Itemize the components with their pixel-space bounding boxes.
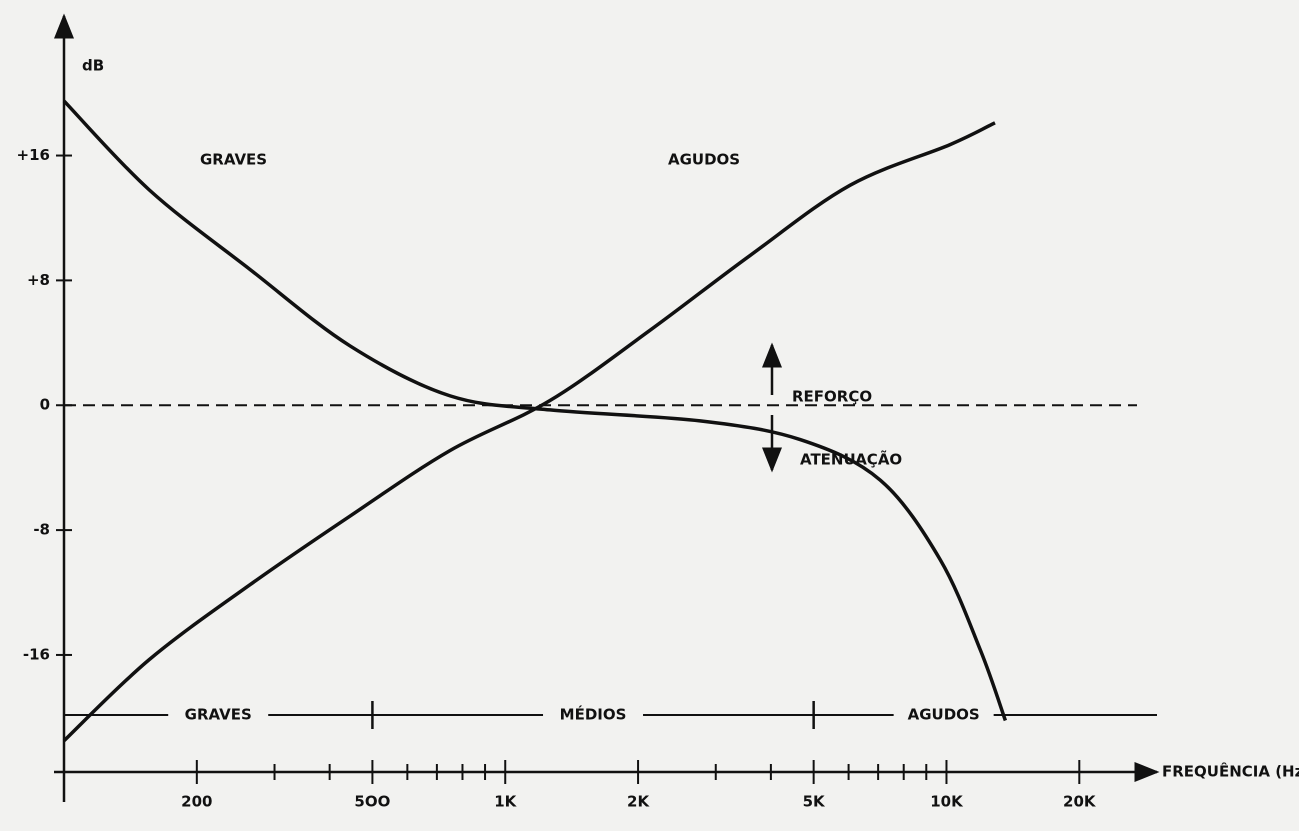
annotation: REFORÇO	[792, 388, 872, 406]
band-label: MÉDIOS	[560, 705, 627, 724]
annotation: AGUDOS	[668, 151, 740, 169]
x-tick-label: 2K	[627, 793, 650, 811]
x-tick-label: 5OO	[354, 793, 390, 811]
x-tick-label: 10K	[930, 793, 964, 811]
band-label: AGUDOS	[908, 706, 980, 724]
x-tick-label: 20K	[1063, 793, 1097, 811]
x-axis-label: FREQUÊNCIA (Hz)	[1162, 762, 1299, 781]
y-axis-label: dB	[82, 57, 104, 75]
y-tick-label: 0	[40, 396, 50, 414]
x-tick-label: 200	[181, 793, 212, 811]
band-label-bg	[168, 704, 269, 726]
response-curve	[62, 99, 1008, 722]
x-tick-label: 1K	[494, 793, 517, 811]
x-tick-label: 5K	[803, 793, 826, 811]
band-label-bg	[893, 704, 994, 726]
y-tick-label: +8	[27, 271, 50, 289]
response-curve	[62, 121, 996, 743]
annotation: ATENUAÇÃO	[800, 450, 902, 469]
y-tick-label: +16	[17, 146, 50, 164]
band-label-bg	[543, 704, 644, 726]
band-label: GRAVES	[185, 706, 252, 724]
annotation: GRAVES	[200, 151, 267, 169]
y-tick-label: -8	[33, 521, 50, 539]
y-tick-label: -16	[23, 645, 50, 663]
